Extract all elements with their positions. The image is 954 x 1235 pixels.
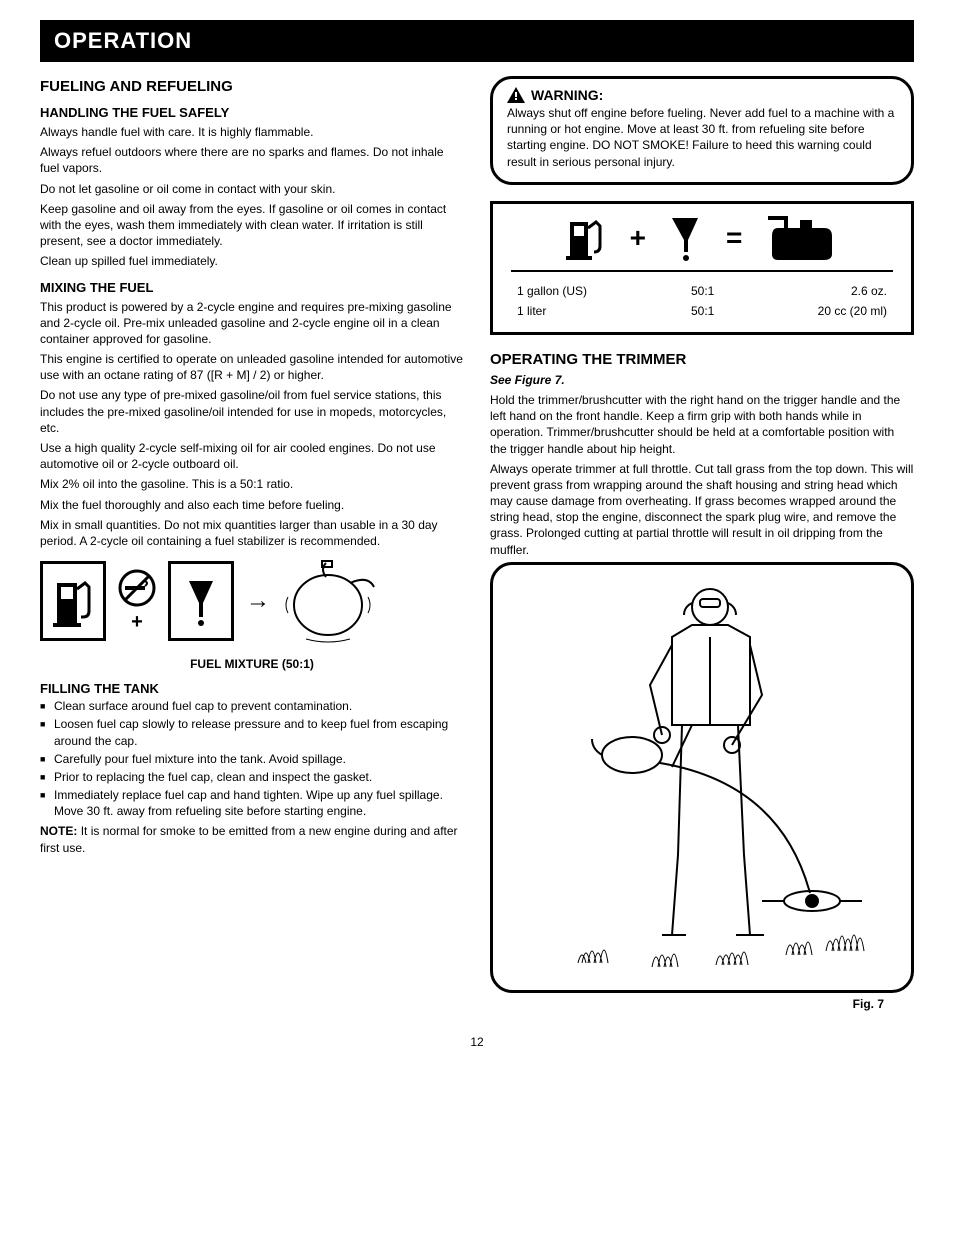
fuel-can-shake-icon: [282, 555, 378, 647]
gas-pump-icon: [40, 561, 106, 641]
mix-oil-2: 20 cc (20 ml): [736, 302, 891, 320]
fill-step-3: Carefully pour fuel mixture into the tan…: [40, 751, 464, 767]
right-column: WARNING: Always shut off engine before f…: [490, 76, 914, 1011]
mix-ratio-box: + = 1 gallon (US) 50:1: [490, 201, 914, 335]
warning-box: WARNING: Always shut off engine before f…: [490, 76, 914, 185]
warning-text: Always shut off engine before fueling. N…: [507, 105, 897, 170]
safe-p5: Clean up spilled fuel immediately.: [40, 253, 464, 269]
heading-safe-handling: HANDLING THE FUEL SAFELY: [40, 105, 464, 120]
see-figure-7: See Figure 7.: [490, 372, 914, 388]
fill-step-1: Clean surface around fuel cap to prevent…: [40, 698, 464, 714]
safe-p3: Do not let gasoline or oil come in conta…: [40, 181, 464, 197]
trimmer-operator-illustration: [522, 575, 882, 975]
mix-p7: Mix in small quantities. Do not mix quan…: [40, 517, 464, 549]
gas-pump-icon: [566, 214, 608, 262]
note-label: NOTE:: [40, 824, 77, 838]
fill-step-2: Loosen fuel cap slowly to release pressu…: [40, 716, 464, 748]
heading-fueling: FUELING AND REFUELING: [40, 78, 464, 95]
equals-icon: =: [726, 222, 742, 254]
two-column-layout: FUELING AND REFUELING HANDLING THE FUEL …: [40, 76, 914, 1011]
mix-ratio-table: 1 gallon (US) 50:1 2.6 oz. 1 liter 50:1 …: [511, 280, 893, 322]
heading-fill-tank: FILLING THE TANK: [40, 681, 464, 696]
fill-tank-list: Clean surface around fuel cap to prevent…: [40, 698, 464, 819]
fuel-mix-icon-row: + →: [40, 555, 464, 647]
heading-operating: OPERATING THE TRIMMER: [490, 351, 914, 368]
warning-triangle-icon: [507, 87, 525, 103]
mix-ratio-icons: + =: [511, 214, 893, 272]
arrow-right-icon: →: [246, 587, 270, 615]
mix-p2: This engine is certified to operate on u…: [40, 351, 464, 383]
warning-heading: WARNING:: [507, 87, 897, 103]
oil-funnel-icon: [168, 561, 234, 641]
mix-p1: This product is powered by a 2-cycle eng…: [40, 299, 464, 348]
oil-funnel-icon: [668, 214, 704, 262]
left-column: FUELING AND REFUELING HANDLING THE FUEL …: [40, 76, 464, 1011]
no-smoking-plus-stack: +: [118, 569, 156, 634]
fill-note: NOTE: It is normal for smoke to be emitt…: [40, 823, 464, 855]
fill-step-5: Immediately replace fuel cap and hand ti…: [40, 787, 464, 819]
fill-step-4: Prior to replacing the fuel cap, clean a…: [40, 769, 464, 785]
plus-icon: +: [630, 222, 646, 254]
mix-ratio-2: 50:1: [671, 302, 734, 320]
fill-note-text: It is normal for smoke to be emitted fro…: [40, 824, 458, 854]
op-p2: Always operate trimmer at full throttle.…: [490, 461, 914, 558]
figure-7-box: [490, 562, 914, 993]
fuel-mix-caption: FUEL MIXTURE (50:1): [40, 657, 464, 671]
mix-p6: Mix the fuel thoroughly and also each ti…: [40, 497, 464, 513]
heading-mixing: MIXING THE FUEL: [40, 280, 464, 295]
warning-label: WARNING:: [531, 87, 603, 103]
mix-oil-1: 2.6 oz.: [736, 282, 891, 300]
safe-p4: Keep gasoline and oil away from the eyes…: [40, 201, 464, 250]
safe-p1: Always handle fuel with care. It is high…: [40, 124, 464, 140]
mix-row-1: 1 gallon (US) 50:1 2.6 oz.: [513, 282, 891, 300]
safe-p2: Always refuel outdoors where there are n…: [40, 144, 464, 176]
mix-ratio-1: 50:1: [671, 282, 734, 300]
plus-icon: +: [131, 611, 143, 634]
section-banner: OPERATION: [40, 20, 914, 62]
mix-liters-2: 1 liter: [513, 302, 669, 320]
op-p1: Hold the trimmer/brushcutter with the ri…: [490, 392, 914, 457]
mix-p4: Use a high quality 2-cycle self-mixing o…: [40, 440, 464, 472]
fuel-can-icon: [764, 214, 838, 262]
figure-7-caption: Fig. 7: [490, 997, 914, 1011]
no-smoking-icon: [118, 569, 156, 607]
mix-p5: Mix 2% oil into the gasoline. This is a …: [40, 476, 464, 492]
mix-gallons-1: 1 gallon (US): [513, 282, 669, 300]
page-number: 12: [40, 1035, 914, 1049]
mix-row-2: 1 liter 50:1 20 cc (20 ml): [513, 302, 891, 320]
mix-p3: Do not use any type of pre-mixed gasolin…: [40, 387, 464, 436]
